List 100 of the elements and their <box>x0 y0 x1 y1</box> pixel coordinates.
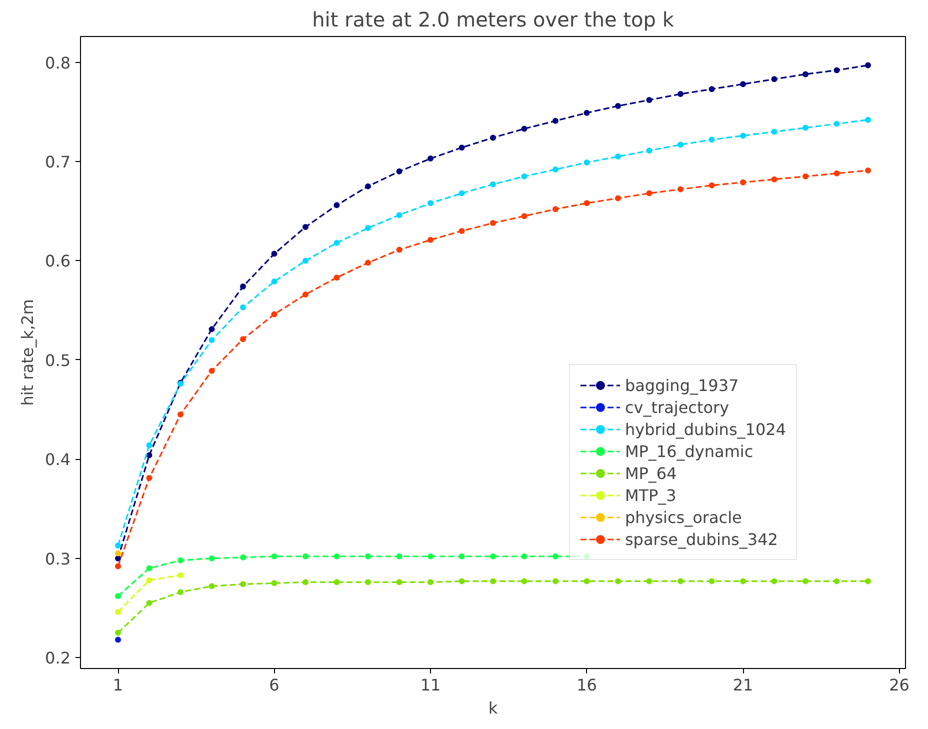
point <box>458 578 465 584</box>
point <box>771 76 778 82</box>
legend-label: physics_oracle <box>624 508 742 526</box>
point <box>865 116 871 123</box>
point <box>334 579 340 586</box>
point <box>521 173 528 180</box>
y-tick-label: 0.6 <box>45 252 71 271</box>
point <box>521 126 528 132</box>
point <box>615 578 621 584</box>
y-tick-label: 0.3 <box>45 549 71 568</box>
point <box>428 236 434 243</box>
point <box>365 553 371 560</box>
point <box>584 110 590 116</box>
point <box>615 102 621 109</box>
point <box>490 134 496 141</box>
point <box>302 258 308 264</box>
point <box>458 553 465 560</box>
point <box>208 555 215 562</box>
point <box>428 553 434 560</box>
point <box>490 578 496 584</box>
point <box>115 555 121 562</box>
point <box>834 120 840 127</box>
point <box>396 579 402 586</box>
point <box>240 581 246 588</box>
legend-label: cv_trajectory <box>624 398 730 416</box>
point <box>396 212 402 218</box>
point <box>646 97 652 103</box>
legend-label: MP_64 <box>624 464 677 482</box>
point <box>146 442 152 448</box>
point <box>708 136 715 143</box>
y-tick-label: 0.4 <box>45 450 71 470</box>
point <box>802 173 808 180</box>
y-tick-label: 0.7 <box>45 152 71 172</box>
point <box>115 593 121 600</box>
point <box>365 260 371 266</box>
point <box>271 278 278 285</box>
legend-label: hybrid_dubins_1024 <box>624 420 786 438</box>
point <box>146 577 152 584</box>
point <box>271 553 278 560</box>
y-tick-label: 0.8 <box>45 53 71 72</box>
point <box>365 224 371 231</box>
legend-label: MTP_3 <box>624 486 676 504</box>
point <box>678 142 684 148</box>
point <box>146 565 152 572</box>
point <box>178 572 184 578</box>
point <box>428 200 434 206</box>
point <box>771 128 778 135</box>
point <box>396 168 402 174</box>
point <box>240 304 246 310</box>
point <box>740 132 746 139</box>
point <box>365 579 371 586</box>
point <box>208 368 215 374</box>
point <box>865 62 871 68</box>
point <box>334 274 340 281</box>
point <box>490 220 496 226</box>
point <box>490 553 496 560</box>
point <box>521 578 528 584</box>
point <box>115 608 121 615</box>
x-tick-label: 11 <box>420 676 441 694</box>
point <box>178 557 184 564</box>
legend-label: MP_16_dynamic <box>624 442 754 460</box>
point <box>208 337 215 344</box>
x-axis-title: k <box>488 698 498 718</box>
point <box>740 179 746 186</box>
point <box>552 553 558 560</box>
y-tick-label: 0.2 <box>45 648 71 668</box>
point <box>584 160 590 166</box>
chart-title: hit rate at 2.0 meters over the top k <box>312 8 674 32</box>
point <box>334 553 340 560</box>
point <box>552 118 558 124</box>
point <box>178 412 184 418</box>
point <box>708 182 715 188</box>
point <box>646 148 652 154</box>
point <box>302 553 308 560</box>
point <box>365 183 371 190</box>
point <box>240 554 246 560</box>
point <box>271 311 278 318</box>
point <box>802 578 808 584</box>
point <box>708 578 715 584</box>
point <box>146 475 152 481</box>
point <box>615 195 621 202</box>
y-tick-label: 0.5 <box>45 350 71 370</box>
point <box>458 190 465 196</box>
point <box>396 246 402 253</box>
point <box>740 578 746 584</box>
point <box>678 578 684 584</box>
point <box>208 326 215 332</box>
point <box>615 154 621 160</box>
point <box>208 583 215 590</box>
point <box>115 550 121 556</box>
legend-label: sparse_dubins_342 <box>624 530 778 548</box>
point <box>178 589 184 596</box>
point <box>302 224 308 230</box>
point <box>834 170 840 176</box>
point <box>521 553 528 560</box>
point <box>271 250 278 257</box>
point <box>271 580 278 586</box>
point <box>708 86 715 92</box>
y-axis-title: hit rate_k,2m <box>18 299 38 406</box>
x-tick-label: 6 <box>269 676 280 694</box>
